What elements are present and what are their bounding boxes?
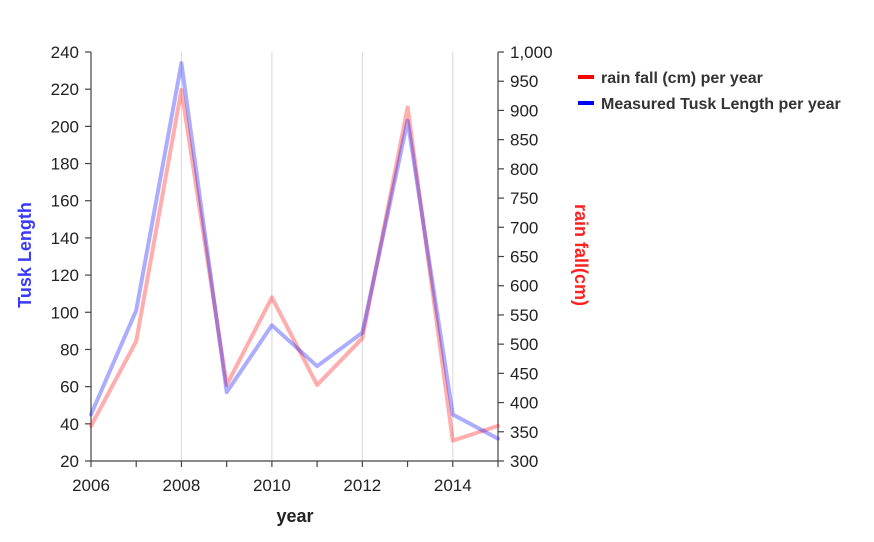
- right-tick-label: 900: [510, 101, 538, 120]
- left-tick-label: 160: [51, 192, 79, 211]
- left-tick-label: 20: [60, 452, 79, 471]
- tusk-length-series-line: [89, 61, 500, 441]
- right-tick-label: 400: [510, 394, 538, 413]
- legend-label-tusk-length: Measured Tusk Length per year: [601, 96, 841, 113]
- left-tick-label: 200: [51, 117, 79, 136]
- rainfall-series-line: [89, 88, 500, 443]
- left-tick-label: 40: [60, 415, 79, 434]
- right-tick-label: 350: [510, 423, 538, 442]
- right-tick-label: 850: [510, 131, 538, 150]
- right-tick-label: 300: [510, 452, 538, 471]
- right-tick-label: 750: [510, 189, 538, 208]
- x-tick-label: 2006: [72, 476, 110, 495]
- right-tick-label: 700: [510, 218, 538, 237]
- right-axis-title: rain fall(cm): [571, 204, 591, 306]
- left-tick-label: 180: [51, 155, 79, 174]
- right-tick-label: 600: [510, 277, 538, 296]
- series-lines: [89, 61, 500, 443]
- axes: 20 40 60 80 100 120 140 160 180 200 220 240 300 350 40…: [51, 43, 553, 495]
- right-tick-label: 500: [510, 335, 538, 354]
- right-tick-label: 450: [510, 364, 538, 383]
- left-tick-label: 140: [51, 229, 79, 248]
- x-tick-label: 2012: [343, 476, 381, 495]
- left-tick-label: 100: [51, 303, 79, 322]
- left-tick-label: 60: [60, 378, 79, 397]
- legend-label-rainfall: rain fall (cm) per year: [601, 70, 763, 87]
- right-tick-label: 800: [510, 160, 538, 179]
- legend: rain fall (cm) per year Measured Tusk Le…: [578, 70, 841, 113]
- x-tick-label: 2010: [253, 476, 291, 495]
- left-tick-label: 220: [51, 80, 79, 99]
- right-tick-label: 950: [510, 72, 538, 91]
- left-axis-title: Tusk Length: [15, 202, 35, 308]
- right-tick-label: 550: [510, 306, 538, 325]
- right-tick-label: 1,000: [510, 43, 553, 62]
- vertical-gridlines: [180, 52, 454, 461]
- left-tick-label: 240: [51, 43, 79, 62]
- left-tick-label: 120: [51, 266, 79, 285]
- x-axis-title: year: [276, 506, 313, 526]
- x-tick-label: 2008: [163, 476, 201, 495]
- x-tick-label: 2014: [434, 476, 472, 495]
- legend-swatch-rainfall: [578, 75, 594, 79]
- left-tick-label: 80: [60, 340, 79, 359]
- right-tick-label: 650: [510, 248, 538, 267]
- legend-swatch-tusk-length: [578, 101, 594, 105]
